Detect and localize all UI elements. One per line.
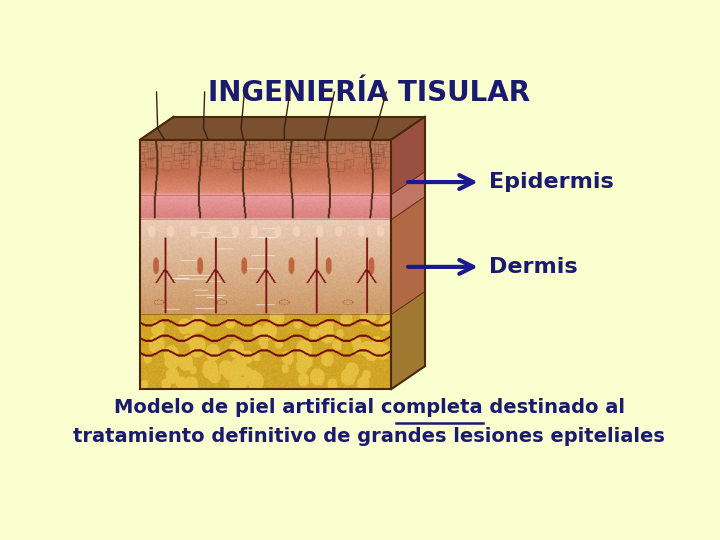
Text: tratamiento definitivo de grandes lesiones epiteliales: tratamiento definitivo de grandes lesion… [73,428,665,447]
Polygon shape [392,117,425,194]
Text: Dermis: Dermis [489,257,577,277]
Text: Modelo de piel artificial completa destinado al: Modelo de piel artificial completa desti… [114,399,624,417]
Polygon shape [140,117,425,140]
Polygon shape [392,197,425,314]
Text: INGENIERÍA TISULAR: INGENIERÍA TISULAR [208,79,530,107]
Polygon shape [140,117,425,140]
Text: Epidermis: Epidermis [489,172,613,192]
Polygon shape [392,172,425,219]
Polygon shape [392,292,425,389]
